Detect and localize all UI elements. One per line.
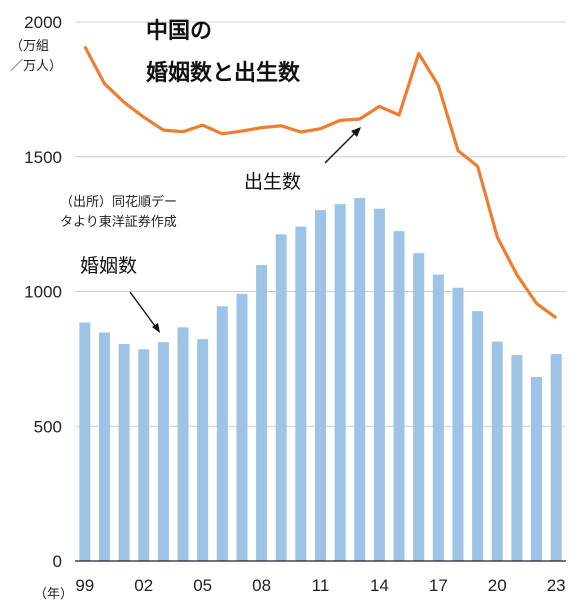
bar-2002 (138, 349, 150, 561)
bar-2006 (216, 306, 228, 561)
x-unit-label: （年） (34, 587, 73, 602)
y-tick-labels: 0 500 1000 1500 2000 (24, 13, 62, 571)
x-tick-label: 17 (429, 576, 448, 595)
x-tick-label: 20 (488, 576, 507, 595)
bar-2010 (295, 226, 307, 561)
x-tick-label: 05 (193, 576, 212, 595)
bar-2013 (354, 197, 366, 561)
bar-2017 (432, 274, 444, 561)
bar-2019 (472, 311, 484, 561)
chart-title-line1: 中国の (146, 19, 212, 44)
bar-2015 (393, 231, 405, 561)
y-unit-line1: （万組 (10, 39, 49, 54)
bar-2021 (511, 355, 523, 561)
y-unit-line2: ／万人） (10, 59, 62, 74)
y-tick-label: 500 (34, 417, 62, 436)
bar-2022 (531, 376, 543, 561)
birth-label-arrow (324, 132, 356, 164)
bar-1999 (79, 322, 91, 561)
y-tick-label: 1500 (24, 148, 62, 167)
marriage-arrowhead (152, 323, 160, 333)
bar-2023 (550, 354, 562, 561)
bar-2007 (236, 293, 248, 561)
x-tick-labels: 99 02 05 08 11 14 17 20 23 (75, 576, 565, 595)
bar-2001 (118, 344, 130, 561)
bar-2018 (452, 287, 464, 561)
x-tick-label: 08 (252, 576, 271, 595)
bar-2000 (98, 332, 110, 561)
bar-2004 (177, 327, 189, 561)
marriage-series-label: 婚姻数 (80, 255, 137, 277)
x-tick-label: 11 (312, 576, 330, 595)
bar-2014 (373, 208, 385, 562)
bar-2009 (275, 234, 287, 561)
birth-series-label: 出生数 (244, 171, 301, 193)
x-tick-label: 23 (547, 576, 566, 595)
marriage-label-arrow (129, 291, 156, 327)
x-tick-label: 99 (75, 576, 94, 595)
y-tick-label: 2000 (24, 13, 62, 32)
source-note-line2: タより東洋証券作成 (60, 214, 177, 230)
birth-arrowhead (351, 127, 361, 137)
y-tick-label: 1000 (24, 283, 62, 302)
x-tick-label: 02 (134, 576, 153, 595)
marriage-bars (79, 197, 562, 562)
x-tick-label: 14 (370, 576, 389, 595)
bar-2011 (315, 210, 326, 561)
bar-2003 (157, 342, 169, 561)
bar-2016 (413, 253, 425, 561)
bar-2020 (491, 341, 503, 561)
bar-2008 (256, 265, 268, 561)
chart-title-line2: 婚姻数と出生数 (146, 60, 301, 86)
source-note-line1: （出所）同花順デー (60, 194, 177, 210)
y-tick-label: 0 (53, 552, 62, 571)
bar-2012 (334, 204, 346, 561)
birth-line (83, 45, 558, 320)
bar-2005 (197, 339, 209, 561)
